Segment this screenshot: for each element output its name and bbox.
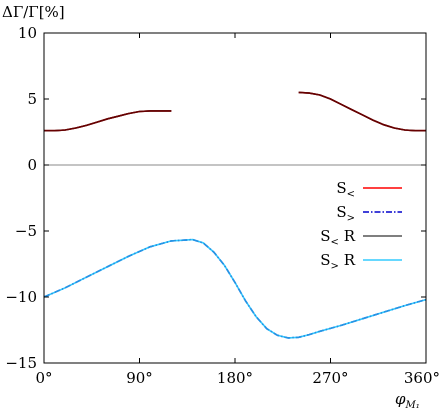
x-axis-label: φM₁: [395, 390, 420, 409]
legend-label-main: S: [320, 251, 330, 269]
x-axis-label-main: φ: [395, 390, 406, 408]
series-line-3: [43, 238, 427, 339]
legend-label-sub: >: [331, 261, 339, 272]
y-tick-label: −15: [5, 354, 37, 372]
legend-label-suffix: R: [339, 251, 356, 269]
legend-label-3: S> R: [320, 251, 355, 272]
legend-label-main: S: [320, 227, 330, 245]
x-axis-label-sub: M₁: [405, 400, 420, 409]
legend-label-0: S<: [336, 179, 355, 200]
x-tick-label: 270°: [312, 369, 348, 387]
series-overlay-upper: [44, 91, 426, 132]
series-overlay-lower: [43, 238, 427, 339]
axes: −15 −10 −5 0 5 10 0° 90° 180° 270° 360° ΔΓ/Γ[%] φM₁: [2, 3, 440, 409]
series-line-2: [44, 91, 426, 132]
y-tick-label: 10: [18, 24, 37, 42]
y-axis-label: ΔΓ/Γ[%]: [2, 3, 65, 21]
legend-label-sub: >: [347, 213, 355, 224]
series-line-1: [43, 238, 427, 339]
y-tick-label: −10: [5, 288, 37, 306]
legend-label-sub: <: [331, 237, 339, 248]
x-tick-label: 360°: [404, 369, 440, 387]
x-tick-label: 180°: [217, 369, 253, 387]
series-line-0: [44, 91, 426, 132]
legend-label-suffix: R: [339, 227, 356, 245]
plot-frame: [43, 32, 427, 364]
legend-label-sub: <: [347, 189, 355, 200]
y-tick-label: −5: [15, 222, 37, 240]
legend-label-2: S< R: [320, 227, 355, 248]
legend-label-1: S>: [336, 203, 355, 224]
y-tick-label: 5: [27, 90, 37, 108]
y-tick-label: 0: [27, 156, 37, 174]
legend: S<S>S< RS> R: [320, 179, 402, 272]
legend-label-main: S: [336, 179, 346, 197]
x-tick-label: 90°: [126, 369, 153, 387]
plot-area: [43, 91, 427, 339]
legend-label-main: S: [336, 203, 346, 221]
x-tick-label: 0°: [35, 369, 52, 387]
